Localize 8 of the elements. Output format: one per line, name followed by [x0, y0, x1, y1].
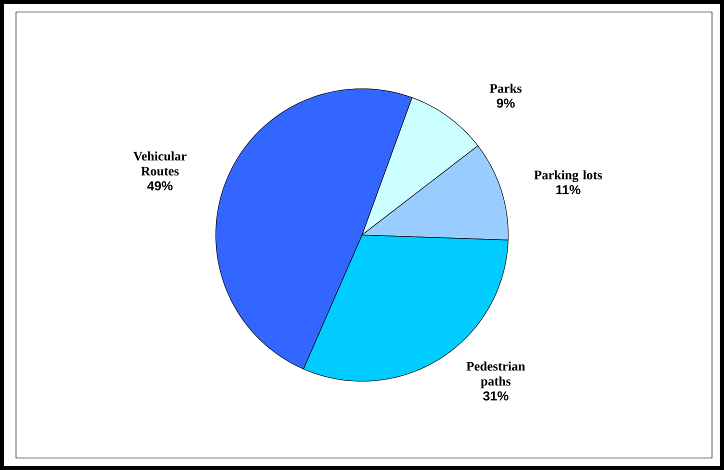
- slice-label: Pedestrian paths: [466, 362, 526, 388]
- data-label: 11%: [556, 185, 580, 194]
- slice-label: Parking lots: [534, 170, 602, 182]
- slice-label: Vehicular Routes: [133, 151, 186, 176]
- slice-label: Parks: [490, 84, 522, 93]
- data-label: 31%: [483, 391, 508, 401]
- data-label: 49%: [147, 181, 173, 190]
- data-label: 9%: [496, 98, 515, 108]
